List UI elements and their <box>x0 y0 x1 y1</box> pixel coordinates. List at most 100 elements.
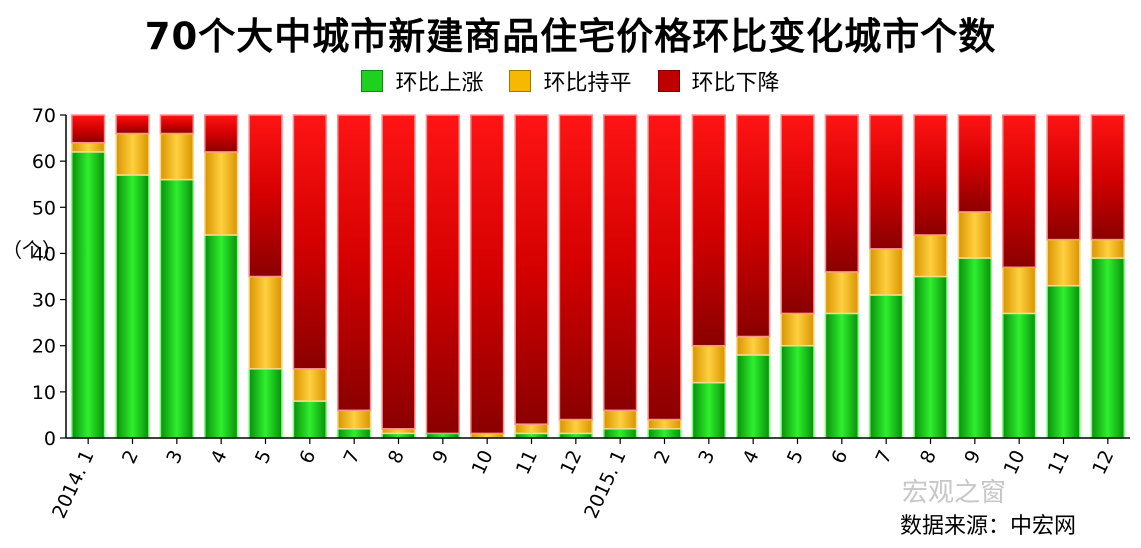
bar-fall-7 <box>381 114 416 430</box>
bar-flat-22 <box>1046 238 1081 287</box>
bar-flat-5 <box>292 368 327 402</box>
bar-fall-12 <box>603 114 638 412</box>
legend-item-flat: 环比持平 <box>509 65 632 97</box>
bar-flat-17 <box>824 271 859 315</box>
bar-fall-0 <box>71 114 106 144</box>
chart-title: 70个大中城市新建商品住宅价格环比变化城市个数 <box>144 15 997 58</box>
x-tick-label-16: 5 <box>783 447 808 467</box>
bar-rise-15 <box>736 354 771 439</box>
bars-layer <box>71 114 1125 439</box>
bar-flat-6 <box>337 409 372 430</box>
bar-flat-11 <box>558 418 593 435</box>
legend-label-fall: 环比下降 <box>691 71 780 96</box>
x-tick-label-2: 3 <box>162 447 187 467</box>
legend-swatch-rise <box>361 70 384 92</box>
bar-flat-2 <box>159 132 194 181</box>
bar-fall-23 <box>1090 114 1125 241</box>
source-note: 数据来源：中宏网 <box>900 514 1077 539</box>
bar-rise-0 <box>71 151 106 439</box>
bar-rise-4 <box>248 368 283 439</box>
bar-fall-16 <box>780 114 815 315</box>
bar-rise-19 <box>913 275 948 439</box>
x-tick-label-18: 7 <box>872 447 897 467</box>
bar-fall-6 <box>337 114 372 412</box>
legend-item-rise: 环比上涨 <box>361 65 483 97</box>
bar-flat-14 <box>691 344 726 384</box>
y-tick-label-0: 0 <box>44 428 56 450</box>
bar-flat-19 <box>913 234 948 278</box>
y-tick-label-70: 70 <box>32 105 56 127</box>
bar-rise-3 <box>204 234 239 439</box>
bar-flat-21 <box>1002 266 1037 315</box>
legend: 环比上涨 环比持平 环比下降 <box>0 64 1141 98</box>
bar-fall-20 <box>957 114 992 213</box>
bar-rise-20 <box>957 257 992 439</box>
watermark-text: 宏观之窗 <box>902 478 1007 508</box>
bar-rise-21 <box>1002 312 1037 439</box>
bar-flat-10 <box>514 423 549 435</box>
bar-flat-15 <box>736 335 771 356</box>
bar-flat-3 <box>204 151 239 236</box>
x-tick-label-1: 2 <box>118 447 143 467</box>
x-tick-label-0: 2014. 1 <box>48 447 99 522</box>
bar-flat-20 <box>957 211 992 259</box>
x-tick-label-4: 5 <box>251 447 276 467</box>
bar-fall-18 <box>869 114 904 250</box>
bar-rise-18 <box>869 294 904 439</box>
bar-fall-14 <box>691 114 726 347</box>
bar-rise-2 <box>159 178 194 439</box>
bar-rise-22 <box>1046 284 1081 439</box>
bar-flat-4 <box>248 275 283 370</box>
bar-flat-18 <box>869 248 904 296</box>
x-tick-label-3: 4 <box>207 447 232 467</box>
bar-fall-5 <box>292 114 327 370</box>
y-tick-label-10: 10 <box>32 382 56 404</box>
bar-rise-6 <box>337 428 372 439</box>
x-tick-label-5: 6 <box>295 447 320 467</box>
bar-rise-17 <box>824 312 859 439</box>
legend-item-fall: 环比下降 <box>657 65 780 97</box>
bar-flat-13 <box>647 418 682 430</box>
x-tick-label-20: 9 <box>960 447 985 467</box>
x-tick-label-17: 6 <box>827 447 852 467</box>
bar-rise-13 <box>647 428 682 439</box>
x-tick-label-7: 8 <box>384 447 409 467</box>
bar-fall-9 <box>470 114 505 435</box>
y-tick-label-20: 20 <box>32 336 56 358</box>
x-tick-label-12: 2015. 1 <box>580 447 631 522</box>
bar-fall-3 <box>204 114 239 153</box>
bar-rise-14 <box>691 381 726 439</box>
bar-flat-12 <box>603 409 638 430</box>
bar-flat-23 <box>1090 238 1125 259</box>
bar-flat-0 <box>71 141 106 153</box>
x-tick-label-14: 3 <box>694 447 719 467</box>
bar-fall-11 <box>558 114 593 421</box>
x-tick-label-22: 11 <box>1044 447 1074 478</box>
x-tick-label-10: 11 <box>512 447 542 478</box>
bar-flat-16 <box>780 312 815 347</box>
x-tick-label-23: 12 <box>1088 447 1118 478</box>
bar-rise-16 <box>780 344 815 439</box>
bar-rise-5 <box>292 400 327 439</box>
x-tick-label-6: 7 <box>340 447 365 467</box>
bar-fall-13 <box>647 114 682 421</box>
x-tick-label-8: 9 <box>428 447 453 467</box>
bar-fall-1 <box>115 114 150 135</box>
bar-fall-8 <box>425 114 460 435</box>
bar-fall-15 <box>736 114 771 338</box>
x-tick-label-11: 12 <box>556 447 586 478</box>
legend-label-rise: 环比上涨 <box>395 71 484 96</box>
bar-fall-4 <box>248 114 283 278</box>
bar-fall-10 <box>514 114 549 425</box>
x-tick-label-19: 8 <box>916 447 941 467</box>
bar-rise-1 <box>115 174 150 439</box>
bar-rise-12 <box>603 428 638 439</box>
bar-fall-21 <box>1002 114 1037 269</box>
y-tick-label-40: 40 <box>32 243 56 265</box>
legend-swatch-fall <box>657 70 680 92</box>
y-tick-label-50: 50 <box>32 197 56 219</box>
legend-label-flat: 环比持平 <box>543 71 632 96</box>
bar-rise-23 <box>1090 257 1125 439</box>
x-tick-label-13: 2 <box>650 447 675 467</box>
